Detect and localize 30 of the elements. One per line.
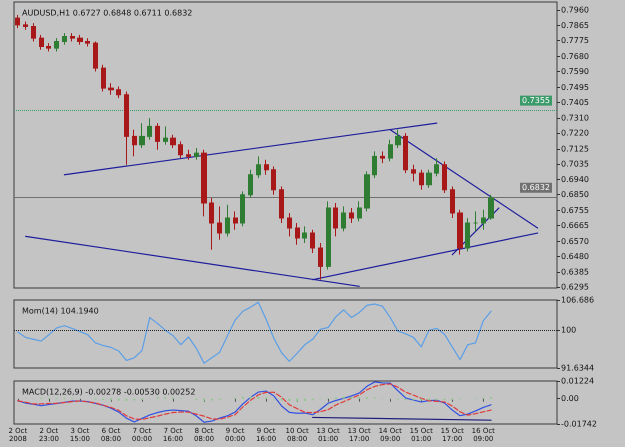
text: Mom(14) 104.1940 [22, 306, 99, 316]
y-tick-label: 0.6665 [561, 221, 589, 230]
ref-line-label: 0.6832 [522, 183, 550, 192]
y-tick-label: 0.7680 [561, 52, 589, 61]
y-tick-label: 91.6344 [561, 364, 594, 372]
y-tick-label: 0.7405 [561, 98, 589, 107]
y-tick-label: 0.6295 [561, 282, 589, 292]
y-tick-label: 0.00 [561, 394, 579, 404]
y-tick-label: 0.7775 [561, 36, 589, 46]
y-tick-label: 0.7035 [561, 159, 589, 168]
y-tick-label: 0.6850 [561, 190, 589, 200]
y-tick-label: 0.7495 [561, 82, 589, 92]
y-tick-label: 0.7960 [561, 5, 589, 14]
text: AUDUSD,H1 0.6727 0.6848 0.6711 0.6832 [22, 8, 192, 18]
y-tick-label: 0.6480 [561, 252, 589, 261]
y-tick-label: -0.01742 [561, 420, 597, 428]
y-tick-label: 0.6940 [561, 175, 589, 184]
y-tick-label: 0.01224 [561, 376, 594, 386]
ref-line-label: 0.7355 [522, 96, 550, 106]
y-tick-label: 106.686 [561, 296, 594, 304]
y-tick-label: 0.6755 [561, 206, 589, 216]
y-tick-label: 0.7310 [561, 114, 589, 123]
y-tick-label: 0.7125 [561, 144, 589, 154]
text: MACD(12,26,9) -0.00278 -0.00530 0.00252 [22, 388, 196, 396]
y-tick-label: 100 [561, 326, 576, 335]
y-tick-label: 0.6570 [561, 236, 589, 246]
y-tick-label: 0.7865 [561, 21, 589, 30]
y-tick-label: 0.6385 [561, 268, 589, 277]
y-tick-label: 0.7220 [561, 128, 589, 138]
y-tick-label: 0.7590 [561, 66, 589, 76]
